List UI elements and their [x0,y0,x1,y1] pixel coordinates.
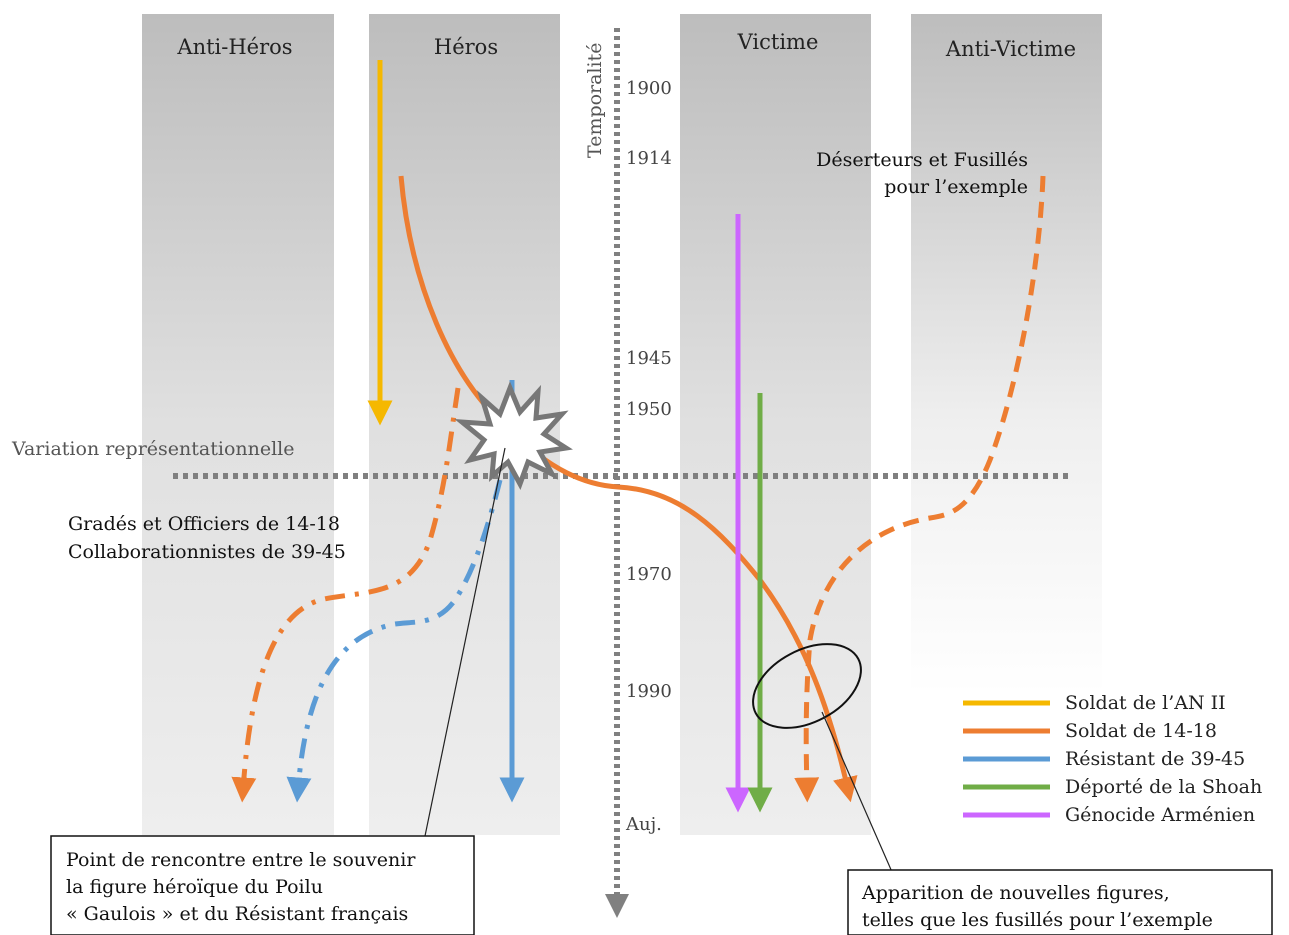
column-label-victime: Victime [737,30,819,54]
annotation-grades-line2: Collaborationnistes de 39-45 [68,541,346,563]
variation-axis-label: Variation représentationnelle [11,438,295,460]
callout-rencontre-box [50,835,475,935]
legend-label-soldat-an-ii: Soldat de l’AN II [1065,692,1226,714]
legend-label-resistant: Résistant de 39-45 [1065,748,1245,770]
callout-apparition-box [847,869,1273,935]
year-label-1950: 1950 [626,399,672,420]
annotation-deserteurs-line1: Déserteurs et Fusillés [816,149,1028,171]
column-label-heros: Héros [434,35,498,59]
time-axis-label: Temporalité [584,42,606,158]
column-anti-victime [911,14,1102,694]
callout-rencontre-line1: Point de rencontre entre le souvenir [66,849,416,871]
annotation-deserteurs-line2: pour l’exemple [884,176,1028,198]
callout-apparition-line1: Apparition de nouvelles figures, [861,882,1170,904]
column-victime [680,14,871,835]
year-label-1914: 1914 [626,148,672,169]
legend-label-soldat-14-18: Soldat de 14-18 [1065,720,1217,742]
year-label-auj: Auj. [625,814,662,835]
column-label-anti-victime: Anti-Victime [945,37,1076,61]
annotation-grades-line1: Gradés et Officiers de 14-18 [68,513,340,535]
column-anti-heros [142,14,334,835]
column-label-anti-heros: Anti-Héros [176,35,292,59]
connector-rencontre [424,447,506,837]
callout-rencontre-line2: la figure héroïque du Poilu [66,876,323,898]
callout-apparition-line2: telles que les fusillés pour l’exemple [862,909,1213,931]
line-deserteurs-fusilles [794,175,1046,803]
line-anti-heros-39-45 [286,479,503,803]
year-label-1990: 1990 [626,681,672,702]
year-label-1970: 1970 [626,564,672,585]
connector-apparition [821,711,893,873]
year-label-1945: 1945 [626,348,672,369]
legend-label-deporte: Déporté de la Shoah [1065,776,1262,798]
callout-rencontre-line3: « Gaulois » et du Résistant français [66,903,408,925]
line-soldat-14-18 [398,175,858,803]
legend-label-genocide: Génocide Arménien [1065,804,1255,826]
explosion-icon [454,381,573,491]
year-label-1900: 1900 [626,78,672,99]
legend: Soldat de l’AN II Soldat de 14-18 Résist… [963,692,1262,826]
